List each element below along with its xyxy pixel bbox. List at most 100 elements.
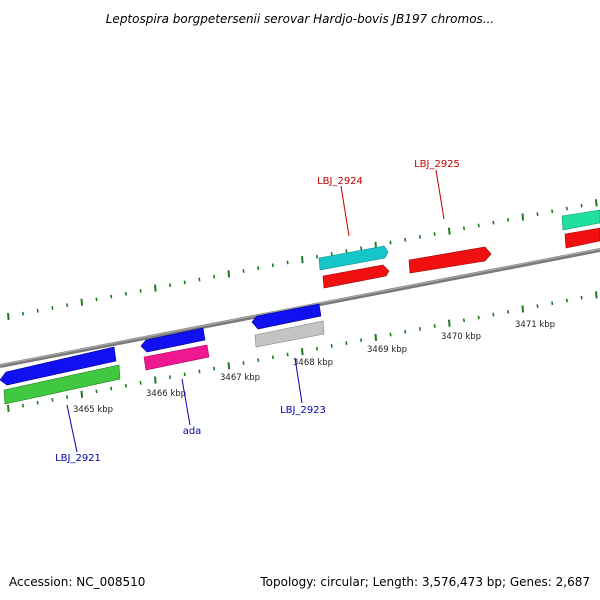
minor-tick — [271, 355, 274, 360]
gene-label-ada[interactable]: ada — [183, 426, 202, 437]
gene-feature-lbj-2921-green[interactable] — [3, 364, 121, 405]
minor-tick — [507, 309, 510, 314]
minor-tick — [565, 206, 568, 211]
minor-tick — [21, 403, 25, 408]
gene-feature-lbj-2924-cyan[interactable] — [318, 245, 389, 271]
major-tick — [595, 199, 598, 207]
major-tick — [80, 298, 84, 306]
minor-tick — [36, 400, 39, 405]
scale-label: 3471 kbp — [515, 320, 555, 330]
scale-label: 3469 kbp — [367, 345, 407, 355]
minor-tick — [66, 395, 69, 399]
minor-tick — [507, 217, 510, 222]
minor-tick — [213, 366, 216, 371]
scale-label: 3466 kbp — [146, 389, 186, 399]
minor-tick — [213, 274, 216, 279]
minor-tick — [389, 240, 392, 245]
genome-backbone-highlight — [0, 248, 600, 366]
minor-tick — [51, 306, 54, 310]
gene-feature-ada-magenta[interactable] — [143, 344, 210, 371]
scale-label: 3467 kbp — [220, 373, 260, 383]
minor-tick — [477, 315, 480, 320]
minor-tick — [271, 263, 274, 268]
minor-tick — [389, 332, 392, 337]
minor-tick — [492, 312, 495, 317]
minor-tick — [580, 203, 583, 208]
minor-tick — [36, 308, 39, 313]
minor-tick — [477, 223, 480, 228]
minor-tick — [536, 304, 539, 309]
minor-tick — [565, 298, 568, 303]
minor-tick — [110, 386, 113, 391]
minor-tick — [536, 212, 539, 217]
minor-tick — [110, 294, 113, 299]
major-tick — [521, 305, 525, 313]
minor-tick — [315, 254, 319, 259]
major-tick — [7, 404, 10, 413]
minor-tick — [66, 303, 69, 307]
major-tick — [521, 213, 525, 221]
minor-tick — [183, 372, 186, 377]
gene-feature-lbj-2924-red[interactable] — [322, 264, 390, 289]
major-tick — [448, 319, 451, 327]
gene-feature-lbj-2923-blue[interactable] — [251, 303, 322, 330]
major-tick — [154, 376, 157, 384]
minor-tick — [286, 352, 289, 357]
leader-line-lbj-2923 — [294, 357, 303, 404]
gene-feature-ada-blue[interactable] — [140, 327, 206, 353]
minor-tick — [360, 338, 363, 343]
minor-tick — [51, 398, 54, 402]
minor-tick — [95, 297, 98, 302]
scale-label: 3470 kbp — [441, 332, 481, 342]
major-tick — [374, 333, 378, 341]
minor-tick — [433, 324, 436, 328]
minor-tick — [257, 358, 260, 363]
minor-tick — [21, 311, 25, 316]
map-title: Leptospira borgpetersenii serovar Hardjo… — [106, 12, 495, 26]
major-tick — [448, 227, 451, 235]
minor-tick — [198, 369, 201, 374]
gene-label-lbj-2925[interactable]: LBJ_2925 — [414, 159, 460, 170]
accession-text: Accession: NC_008510 — [9, 575, 146, 589]
gene-label-lbj-2924[interactable]: LBJ_2924 — [317, 176, 363, 187]
minor-tick — [124, 291, 127, 296]
minor-tick — [330, 252, 333, 256]
gene-feature-right-teal[interactable] — [561, 209, 600, 231]
minor-tick — [315, 346, 319, 351]
minor-tick — [257, 266, 260, 271]
genome-summary-text: Topology: circular; Length: 3,576,473 bp… — [260, 575, 590, 589]
major-tick — [301, 348, 304, 356]
scale-label: 3468 kbp — [293, 358, 333, 368]
gene-feature-lbj-2923-gray[interactable] — [254, 320, 325, 348]
minor-tick — [198, 277, 201, 282]
scale-label: 3465 kbp — [73, 405, 113, 415]
gene-label-lbj-2921[interactable]: LBJ_2921 — [55, 453, 101, 464]
minor-tick — [580, 295, 583, 300]
leader-line-ada — [181, 378, 191, 426]
gene-feature-lbj-2925[interactable] — [408, 246, 492, 274]
major-tick — [595, 291, 598, 299]
minor-tick — [418, 234, 421, 239]
gene-feature-right-red[interactable] — [564, 227, 600, 249]
minor-tick — [360, 246, 363, 251]
tick-track-upper — [7, 199, 598, 321]
minor-tick — [551, 301, 554, 306]
gene-label-lbj-2923[interactable]: LBJ_2923 — [280, 405, 326, 416]
leader-line-lbj-2925 — [435, 169, 445, 220]
minor-tick — [95, 389, 98, 394]
major-tick — [154, 284, 157, 292]
minor-tick — [492, 220, 495, 225]
minor-tick — [124, 383, 127, 388]
minor-tick — [433, 232, 436, 236]
minor-tick — [345, 249, 348, 253]
minor-tick — [168, 283, 172, 288]
leader-line-lbj-2921 — [66, 404, 78, 453]
minor-tick — [345, 341, 348, 345]
minor-tick — [404, 237, 407, 242]
gene-feature-lbj-2921-blue[interactable] — [0, 346, 117, 386]
minor-tick — [330, 344, 333, 348]
major-tick — [301, 256, 304, 264]
minor-tick — [462, 226, 466, 231]
minor-tick — [139, 380, 142, 385]
